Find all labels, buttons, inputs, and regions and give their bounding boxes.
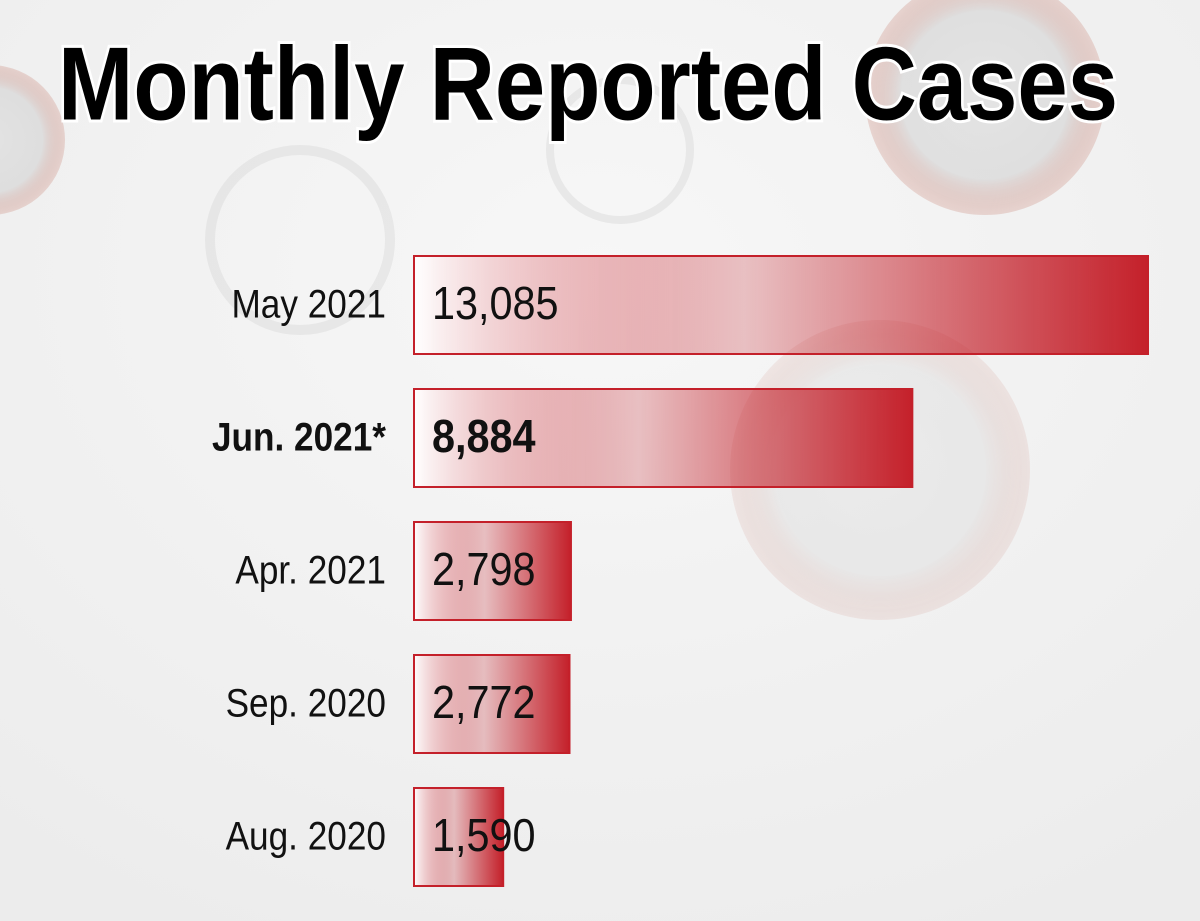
value-label: 2,798 <box>432 544 536 596</box>
category-label: May 2021 <box>231 281 386 326</box>
plot-area: May 2021 13,085 Jun. 2021* 8,884 Apr. 2021 2,… <box>212 255 1149 887</box>
value-label: 2,772 <box>432 677 536 729</box>
category-label: Sep. 2020 <box>226 680 386 725</box>
category-label: Apr. 2021 <box>235 547 386 592</box>
value-label: 1,590 <box>432 810 536 862</box>
bar <box>413 388 914 488</box>
category-label: Aug. 2020 <box>226 813 386 858</box>
category-label: Jun. 2021* <box>212 414 386 459</box>
value-label: 8,884 <box>432 411 536 463</box>
bar <box>413 255 1149 355</box>
bar <box>413 787 505 887</box>
value-label: 13,085 <box>432 278 559 330</box>
chart-title: Monthly Reported Cases <box>58 26 1118 142</box>
bar <box>413 654 571 754</box>
bar <box>413 521 572 621</box>
